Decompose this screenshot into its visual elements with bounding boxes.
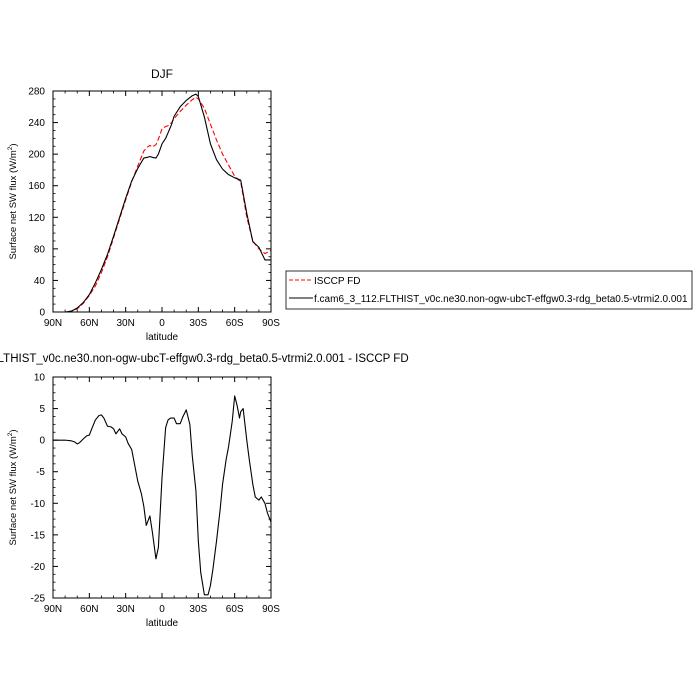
bottom-chart-x-tick-label: 0 — [159, 604, 165, 615]
top-chart-x-tick-label: 60N — [80, 318, 98, 329]
top-chart-series-line-0 — [53, 96, 272, 313]
bottom-chart-ticks: 90N 60N 30N 0 30S 60S 90S -25 -20 -15 -10 -5 0 5 10 — [31, 373, 281, 616]
top-chart-series-line-1 — [53, 93, 271, 313]
top-chart-x-tick-label: 90S — [262, 318, 280, 329]
bottom-chart-y-axis-label-tail: ) — [8, 429, 19, 432]
bottom-chart-panel: f.cam6_3_112.FLTHIST_v0c.ne30.non-ogw-ub… — [0, 353, 409, 629]
top-chart-y-tick-label: 160 — [28, 181, 45, 192]
top-chart-y-axis-label: Surface net SW flux (W/m2) — [7, 143, 19, 259]
top-chart-y-tick-label: 240 — [28, 118, 45, 129]
top-chart-y-tick-label: 40 — [34, 276, 46, 287]
bottom-chart-y-tick-label: 10 — [34, 373, 46, 384]
bottom-chart-x-tick-label: 90N — [44, 604, 62, 615]
bottom-chart-y-tick-label: -10 — [31, 499, 46, 510]
bottom-chart-x-tick-label: 30N — [116, 604, 134, 615]
bottom-chart-series-line-0 — [53, 395, 272, 596]
top-chart-y-axis-label-tail: ) — [8, 143, 19, 146]
bottom-chart-y-axis-label: Surface net SW flux (W/m2) — [7, 429, 19, 545]
top-chart-x-axis-label: latitude — [146, 332, 179, 343]
top-chart-y-tick-label: 200 — [28, 150, 45, 161]
top-chart-ticks: 90N 60N 30N 0 30S 60S 90S 0 40 80 120 160 200 240 280 — [28, 87, 280, 330]
bottom-chart-y-tick-label: -5 — [36, 467, 45, 478]
top-chart-title: DJF — [151, 67, 173, 81]
legend: ISCCP FD f.cam6_3_112.FLTHIST_v0c.ne30.n… — [285, 270, 693, 310]
bottom-chart-x-axis-label: latitude — [146, 618, 179, 629]
top-chart-x-tick-label: 60S — [226, 318, 244, 329]
top-chart-y-axis-label-main: Surface net SW flux (W/m — [8, 150, 19, 259]
bottom-chart-marks — [53, 395, 272, 596]
bottom-chart-y-tick-label: -15 — [31, 530, 46, 541]
legend-label-model: f.cam6_3_112.FLTHIST_v0c.ne30.non-ogw-ub… — [314, 294, 688, 305]
top-chart-y-tick-label: 280 — [28, 87, 45, 98]
bottom-chart-x-tick-label: 30S — [189, 604, 207, 615]
bottom-chart-x-tick-label: 90S — [262, 604, 280, 615]
top-chart-x-tick-label: 0 — [159, 318, 165, 329]
bottom-chart-y-tick-label: 5 — [39, 404, 45, 415]
top-chart-x-tick-label: 30S — [189, 318, 207, 329]
bottom-chart-y-tick-label: 0 — [39, 436, 45, 447]
bottom-chart-x-tick-label: 60N — [80, 604, 98, 615]
top-chart-x-tick-label: 90N — [44, 318, 62, 329]
top-chart-panel: DJF 90N 60N 30N 0 30S 60S 90S 0 40 80 120 160 200 240… — [7, 67, 280, 343]
top-chart-y-tick-label: 120 — [28, 213, 45, 224]
bottom-chart-title: f.cam6_3_112.FLTHIST_v0c.ne30.non-ogw-ub… — [0, 353, 409, 365]
top-chart-marks — [53, 93, 272, 313]
legend-label-isccp: ISCCP FD — [314, 276, 361, 287]
bottom-chart-x-tick-label: 60S — [226, 604, 244, 615]
bottom-chart-y-axis-label-main: Surface net SW flux (W/m — [8, 436, 19, 545]
top-chart-y-tick-label: 80 — [34, 244, 46, 255]
top-chart-y-axis-label-superscript: 2 — [7, 146, 14, 150]
bottom-chart-y-tick-label: -20 — [31, 562, 46, 573]
bottom-chart-y-axis-label-superscript: 2 — [7, 432, 14, 436]
top-chart-x-tick-label: 30N — [116, 318, 134, 329]
legend-box — [285, 270, 693, 310]
top-chart-y-tick-label: 0 — [39, 308, 45, 319]
bottom-chart-y-tick-label: -25 — [31, 594, 46, 605]
